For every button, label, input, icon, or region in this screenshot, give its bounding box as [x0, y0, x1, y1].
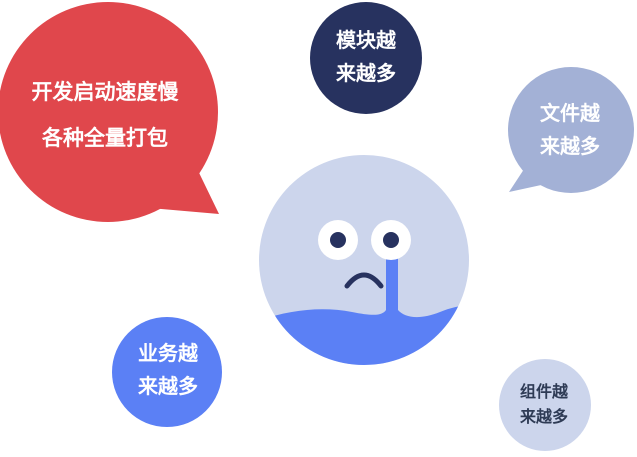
light-circle	[499, 359, 591, 451]
grey-blue-bubble-line-2: 来越多	[540, 134, 600, 158]
red-bubble-line-1: 开发启动速度慢	[31, 80, 179, 104]
right-eye-pupil	[383, 232, 399, 248]
navy-bubble-line-1: 模块越	[336, 28, 396, 52]
navy-bubble-text: 模块越 来越多	[311, 22, 421, 92]
light-bubble-line-2: 来越多	[519, 407, 568, 426]
light-bubble-text: 组件越 来越多	[497, 376, 591, 432]
red-bubble-line-2: 各种全量打包	[42, 126, 168, 150]
frown-mouth	[344, 272, 384, 289]
navy-bubble-line-2: 来越多	[336, 61, 396, 85]
grey-blue-speech-bubble	[508, 67, 634, 193]
blue-circle	[112, 317, 222, 427]
blue-bubble-line-2: 来越多	[138, 374, 198, 398]
blue-bubble-line-1: 业务越	[138, 341, 198, 365]
left-eye-pupil	[330, 232, 346, 248]
red-bubble-text: 开发启动速度慢 各种全量打包	[20, 66, 190, 164]
blue-bubble-text: 业务越 来越多	[112, 335, 224, 405]
grey-blue-bubble-line-1: 文件越	[540, 101, 600, 125]
red-speech-bubble	[0, 2, 219, 222]
grey-blue-bubble-text: 文件越 来越多	[510, 95, 630, 165]
light-bubble-line-1: 组件越	[519, 382, 568, 401]
navy-circle	[310, 2, 422, 114]
crying-face-icon	[259, 155, 469, 365]
